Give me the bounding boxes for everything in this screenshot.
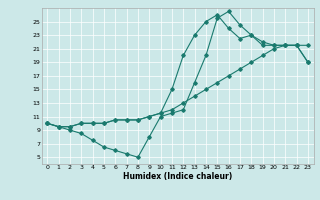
X-axis label: Humidex (Indice chaleur): Humidex (Indice chaleur) bbox=[123, 172, 232, 181]
